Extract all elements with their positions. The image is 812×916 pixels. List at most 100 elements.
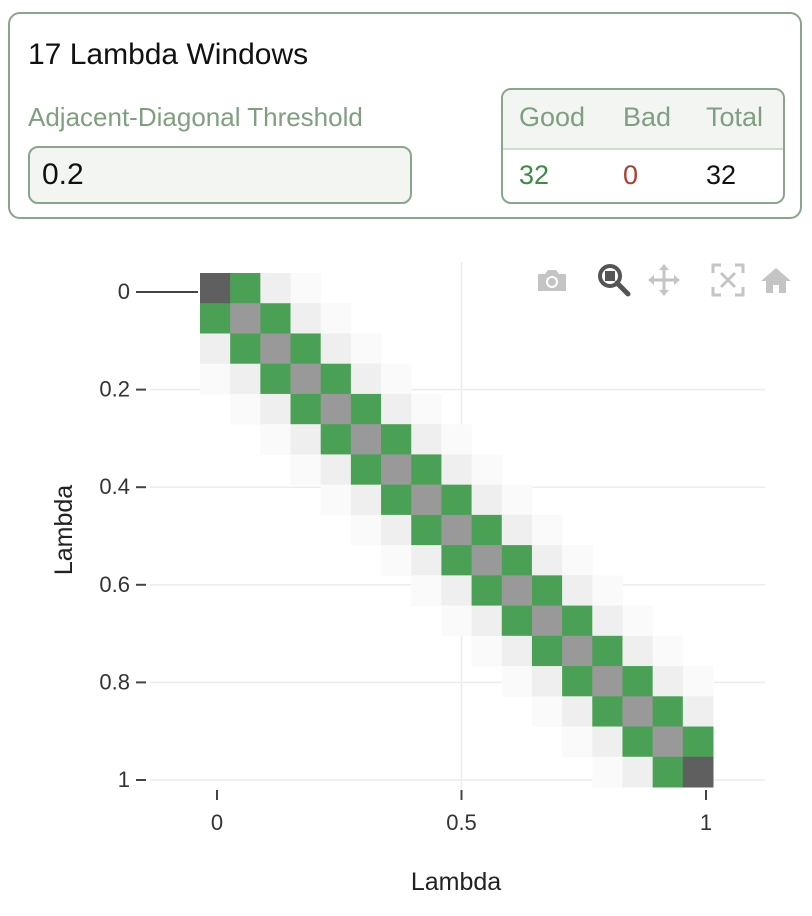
- heatmap-cell[interactable]: [381, 393, 412, 425]
- heatmap-cell[interactable]: [320, 333, 352, 365]
- heatmap-cell[interactable]: [411, 545, 442, 576]
- heatmap-cell[interactable]: [230, 333, 261, 365]
- heatmap-cell[interactable]: [260, 303, 292, 334]
- heatmap-cell[interactable]: [441, 454, 473, 486]
- heatmap-cell[interactable]: [200, 333, 231, 365]
- heatmap-cell[interactable]: [350, 333, 382, 365]
- heatmap-cell[interactable]: [682, 696, 714, 728]
- heatmap-cell[interactable]: [260, 363, 292, 395]
- autoscale-icon[interactable]: [710, 262, 746, 298]
- heatmap-cell[interactable]: [501, 484, 533, 516]
- heatmap-cell[interactable]: [260, 424, 292, 455]
- heatmap-cell[interactable]: [592, 756, 623, 788]
- heatmap-cell[interactable]: [682, 756, 714, 788]
- heatmap-cell[interactable]: [652, 696, 684, 728]
- heatmap-cell[interactable]: [471, 454, 503, 486]
- heatmap-cell[interactable]: [290, 273, 322, 304]
- heatmap-cell[interactable]: [290, 333, 322, 365]
- heatmap-cell[interactable]: [622, 605, 654, 637]
- heatmap-cell[interactable]: [290, 424, 322, 455]
- heatmap-cell[interactable]: [260, 393, 292, 425]
- heatmap-cell[interactable]: [350, 363, 382, 395]
- heatmap-cell[interactable]: [471, 545, 503, 576]
- heatmap-cell[interactable]: [622, 756, 654, 788]
- heatmap-cell[interactable]: [441, 545, 473, 576]
- heatmap-cell[interactable]: [531, 696, 563, 728]
- heatmap-cell[interactable]: [411, 484, 442, 516]
- heatmap-chart[interactable]: 0 0.2 0.4 0.6 0.8 1 0 0.5 1 Lambda Lambda: [0, 240, 812, 916]
- heatmap-cell[interactable]: [200, 303, 231, 334]
- heatmap-cell[interactable]: [652, 635, 684, 667]
- heatmap-cell[interactable]: [290, 303, 322, 334]
- heatmap-cell[interactable]: [562, 696, 593, 728]
- heatmap-cell[interactable]: [592, 726, 623, 758]
- heatmap-cell[interactable]: [320, 303, 352, 334]
- reset-axes-icon[interactable]: [758, 262, 794, 298]
- heatmap-cell[interactable]: [562, 635, 593, 667]
- heatmap-cell[interactable]: [381, 363, 412, 395]
- heatmap-cell[interactable]: [350, 424, 382, 455]
- heatmap-cell[interactable]: [682, 666, 714, 697]
- heatmap-cell[interactable]: [441, 424, 473, 455]
- heatmap-cell[interactable]: [501, 635, 533, 667]
- heatmap-cell[interactable]: [501, 514, 533, 546]
- heatmap-cell[interactable]: [200, 273, 231, 304]
- heatmap-cell[interactable]: [501, 545, 533, 576]
- heatmap-cell[interactable]: [531, 605, 563, 637]
- heatmap-cell[interactable]: [592, 575, 623, 607]
- heatmap-cell[interactable]: [622, 635, 654, 667]
- heatmap-cell[interactable]: [441, 514, 473, 546]
- heatmap-cell[interactable]: [320, 393, 352, 425]
- heatmap-cell[interactable]: [260, 273, 292, 304]
- heatmap-cell[interactable]: [592, 635, 623, 667]
- heatmap-cell[interactable]: [682, 726, 714, 758]
- heatmap-cell[interactable]: [290, 454, 322, 486]
- heatmap-cell[interactable]: [381, 424, 412, 455]
- heatmap-cell[interactable]: [592, 605, 623, 637]
- heatmap-cell[interactable]: [562, 605, 593, 637]
- heatmap-cell[interactable]: [441, 605, 473, 637]
- heatmap-cell[interactable]: [471, 605, 503, 637]
- heatmap-cell[interactable]: [320, 363, 352, 395]
- heatmap-cell[interactable]: [381, 454, 412, 486]
- heatmap-cell[interactable]: [320, 454, 352, 486]
- heatmap-cell[interactable]: [230, 363, 261, 395]
- heatmap-cell[interactable]: [381, 484, 412, 516]
- heatmap-cell[interactable]: [471, 514, 503, 546]
- heatmap-cell[interactable]: [320, 424, 352, 455]
- heatmap-cell[interactable]: [562, 666, 593, 697]
- heatmap-cell[interactable]: [652, 726, 684, 758]
- heatmap-cell[interactable]: [531, 514, 563, 546]
- heatmap-cell[interactable]: [441, 575, 473, 607]
- heatmap-cell[interactable]: [471, 635, 503, 667]
- heatmap-cell[interactable]: [622, 666, 654, 697]
- heatmap-cell[interactable]: [260, 333, 292, 365]
- heatmap-cell[interactable]: [350, 514, 382, 546]
- heatmap-cell[interactable]: [531, 575, 563, 607]
- heatmap-cell[interactable]: [531, 635, 563, 667]
- heatmap-cell[interactable]: [652, 666, 684, 697]
- heatmap-cell[interactable]: [290, 363, 322, 395]
- heatmap-cell[interactable]: [562, 545, 593, 576]
- heatmap-cell[interactable]: [230, 303, 261, 334]
- heatmap-cell[interactable]: [652, 756, 684, 788]
- heatmap-cell[interactable]: [381, 545, 412, 576]
- heatmap-cell[interactable]: [592, 696, 623, 728]
- heatmap-cell[interactable]: [562, 726, 593, 758]
- heatmap-cell[interactable]: [411, 393, 442, 425]
- heatmap-cell[interactable]: [290, 393, 322, 425]
- heatmap-cell[interactable]: [501, 666, 533, 697]
- heatmap-cell[interactable]: [471, 575, 503, 607]
- heatmap-cell[interactable]: [350, 454, 382, 486]
- heatmap-cell[interactable]: [562, 575, 593, 607]
- heatmap-cell[interactable]: [501, 575, 533, 607]
- heatmap-cell[interactable]: [622, 726, 654, 758]
- heatmap-cell[interactable]: [350, 484, 382, 516]
- camera-icon[interactable]: [534, 262, 570, 298]
- heatmap-cell[interactable]: [501, 605, 533, 637]
- heatmap-cell[interactable]: [411, 514, 442, 546]
- heatmap-cell[interactable]: [411, 424, 442, 455]
- heatmap-cell[interactable]: [381, 514, 412, 546]
- pan-icon[interactable]: [646, 262, 682, 298]
- heatmap-cell[interactable]: [320, 484, 352, 516]
